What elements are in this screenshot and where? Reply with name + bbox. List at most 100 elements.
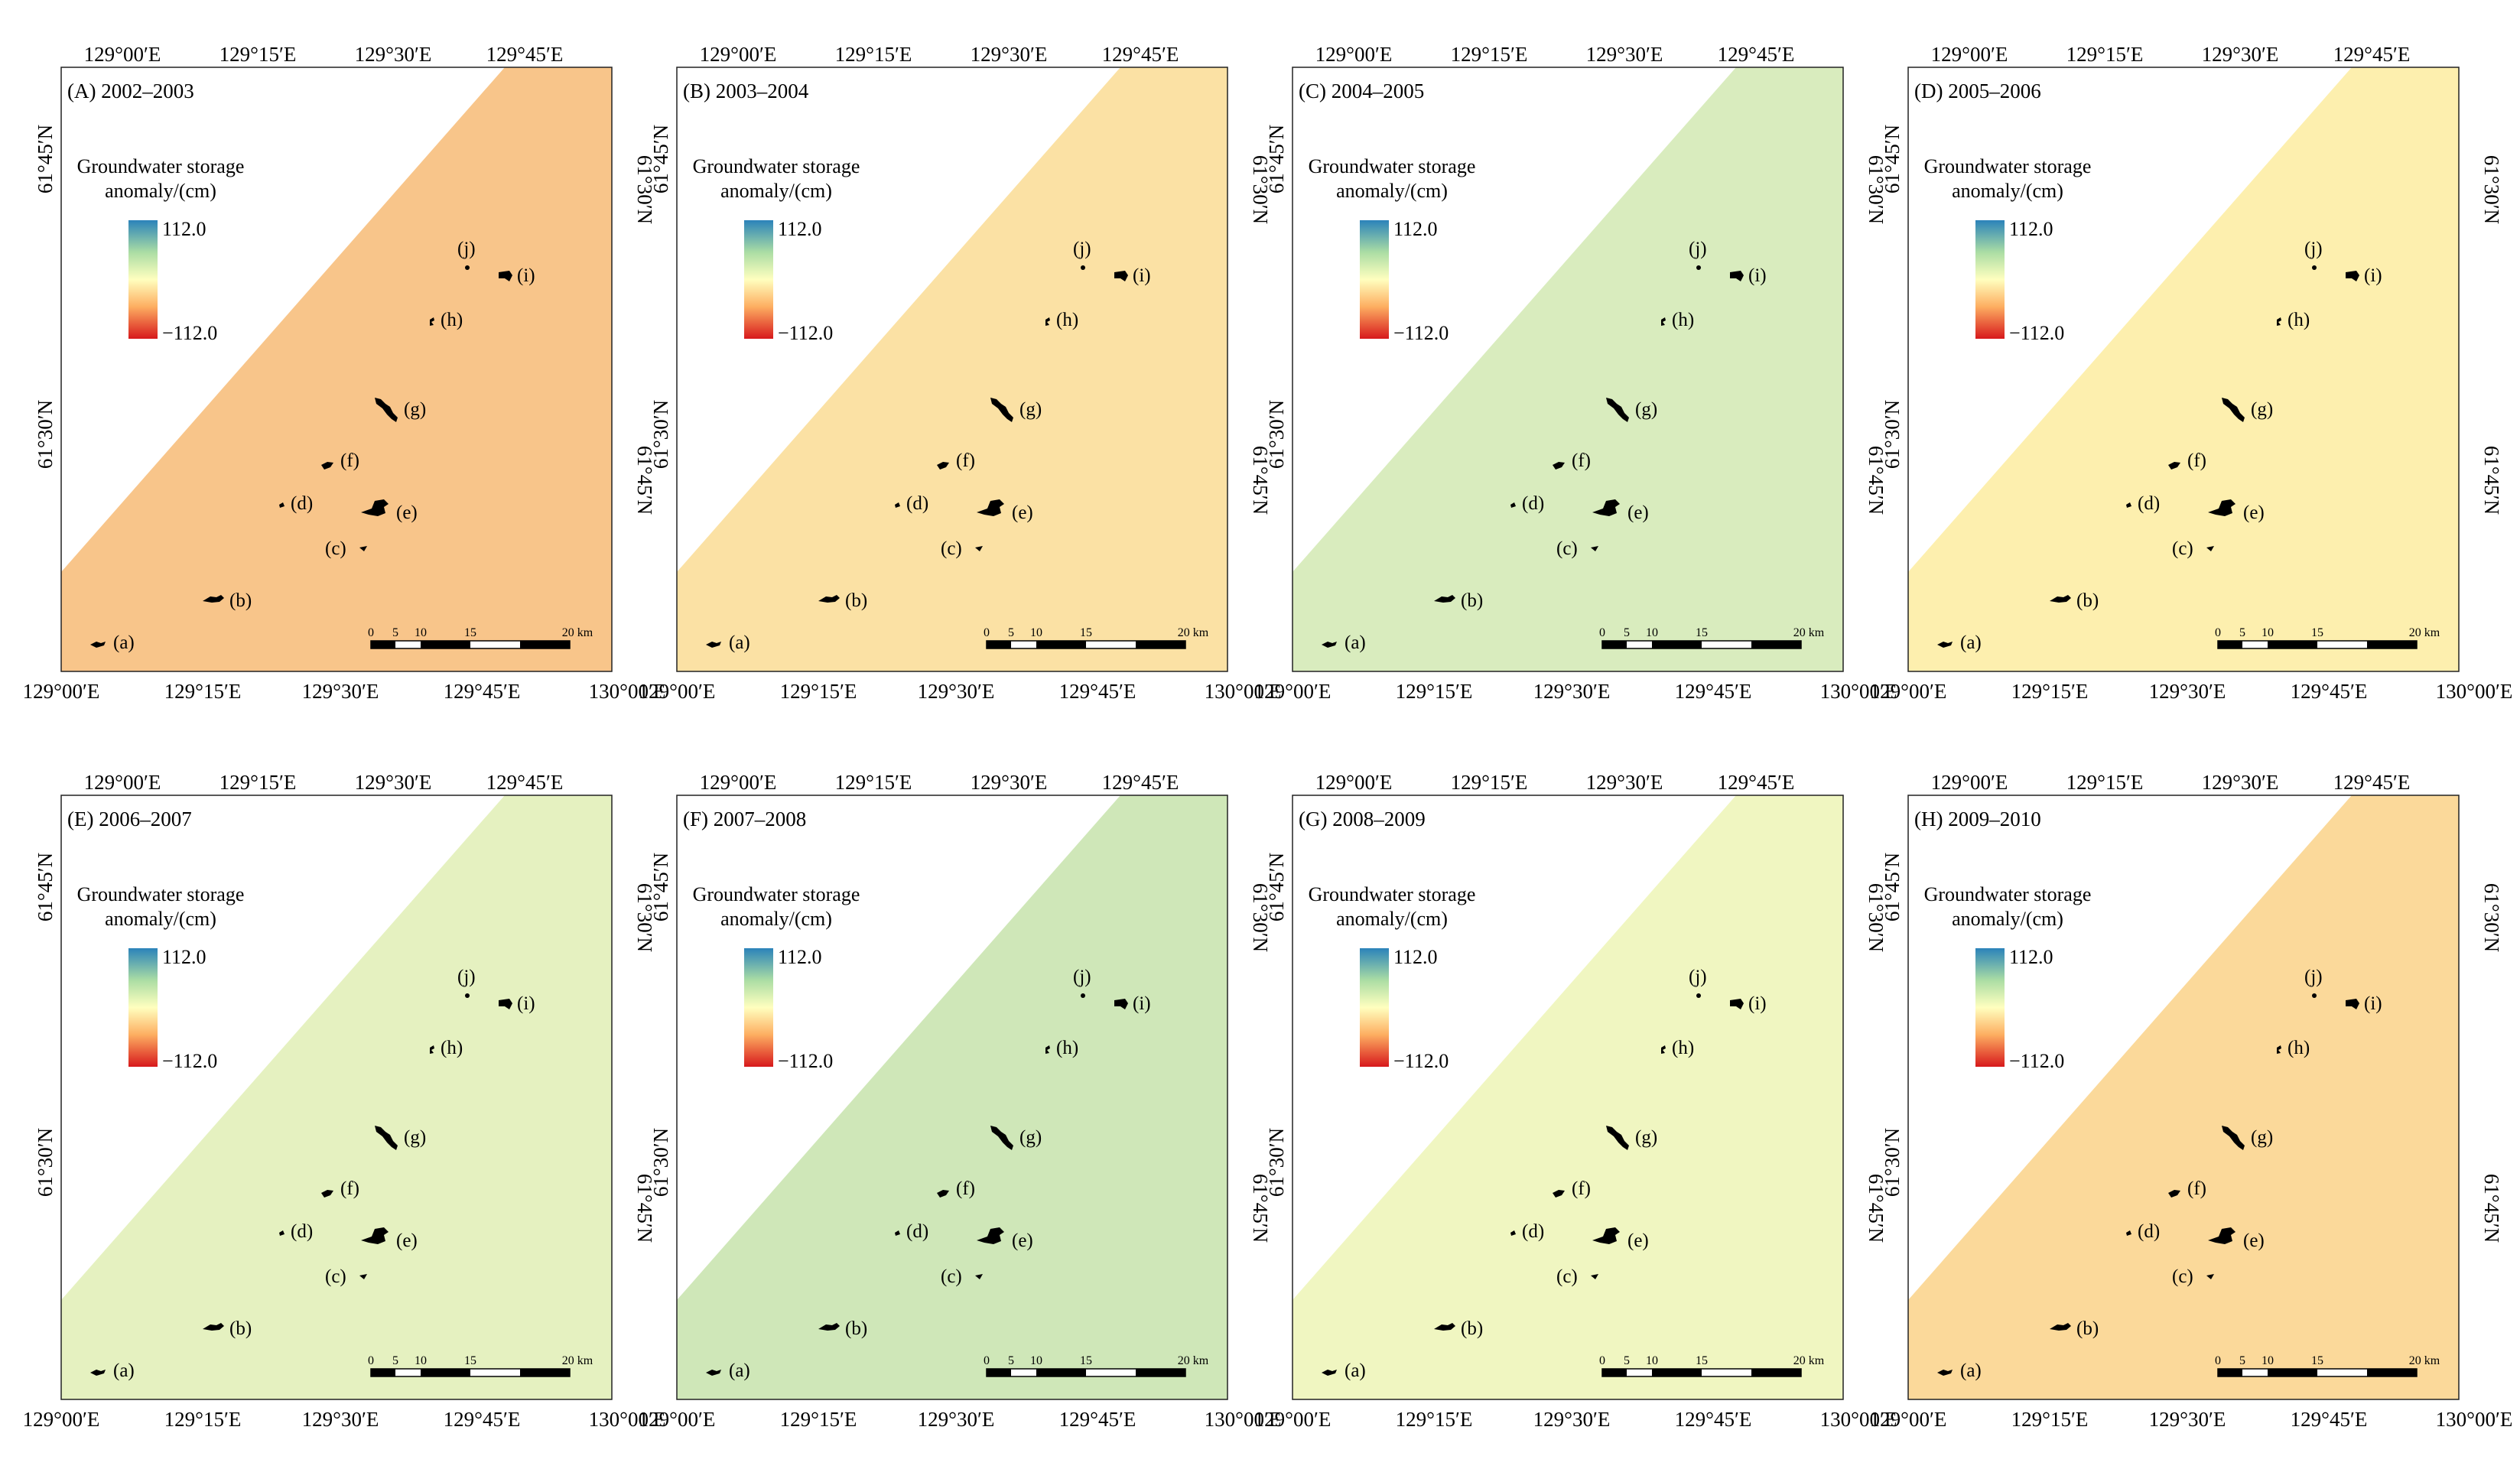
lake-i-shape [499, 271, 512, 281]
scale-bar-seg-1 [371, 641, 395, 648]
lake-c: (c) [325, 1266, 367, 1287]
scale-bar: 0 5 10 15 20 km [368, 1354, 593, 1377]
lake-g-shape [990, 1126, 1013, 1150]
bottom-axis-label-130-00: 130°00′E [589, 680, 666, 703]
lake-b-label: (b) [845, 1318, 867, 1339]
lake-d-shape [2126, 502, 2131, 508]
legend-title-line1: Groundwater storage [1309, 155, 1476, 177]
lake-j: (j) [2304, 239, 2323, 270]
lake-g: (g) [1606, 1126, 1657, 1150]
lake-c: (c) [1556, 1266, 1598, 1287]
map-frame-border [676, 67, 1228, 672]
lake-j-shape [1081, 265, 1085, 270]
lake-j-label: (j) [457, 967, 476, 987]
lake-b-shape [2050, 595, 2071, 603]
scale-label-15: 15 [2311, 626, 2323, 639]
lake-c-shape [359, 1274, 367, 1279]
lake-e-label: (e) [2243, 502, 2265, 523]
bottom-axis-label-129-00: 129°00′E [1870, 1408, 1947, 1431]
legend-title-line1: Groundwater storage [1924, 883, 2092, 905]
lake-a-label: (a) [729, 1360, 750, 1381]
lake-d-shape [279, 1230, 285, 1236]
bottom-axis-label-129-45: 129°45′E [444, 680, 521, 703]
bottom-axis-label-129-15: 129°15′E [1396, 1408, 1473, 1431]
bottom-axis-label-130-00: 130°00′E [1205, 1408, 1282, 1431]
scale-label-15: 15 [1080, 626, 1092, 639]
lake-g-label: (g) [404, 399, 426, 420]
panel-title: (E) 2006–2007 [67, 808, 192, 830]
lake-b-shape [818, 1323, 840, 1331]
lake-g: (g) [2222, 398, 2273, 422]
lake-j-label: (j) [2304, 239, 2323, 259]
scale-label-5: 5 [2239, 1354, 2245, 1367]
lake-h: (h) [430, 1038, 463, 1058]
right-axis-label-61-45: 61°45′N [633, 446, 656, 515]
lake-i-label: (i) [517, 265, 535, 286]
legend-title-line2: anomaly/(cm) [720, 180, 832, 202]
bottom-axis-label-129-30: 129°30′E [302, 1408, 379, 1431]
scale-bar-seg-3 [1751, 1369, 1801, 1376]
lake-h-label: (h) [1056, 1038, 1078, 1058]
left-axis-label-61-30: 61°30′N [1881, 1128, 1904, 1197]
lake-h-label: (h) [2288, 310, 2310, 330]
scale-label-5: 5 [1624, 1354, 1630, 1367]
lake-i-label: (i) [1133, 265, 1151, 286]
lake-a-label: (a) [1960, 1360, 1982, 1381]
lake-j: (j) [1689, 239, 1707, 270]
top-axis-label-129-45: 129°45′E [2333, 771, 2411, 794]
lake-j-shape [1081, 993, 1085, 998]
legend-max-label: 112.0 [1393, 946, 1438, 968]
lake-a: (a) [1322, 632, 1366, 653]
lake-c-label: (c) [2172, 538, 2193, 559]
left-axis-label-61-30: 61°30′N [1881, 400, 1904, 469]
scale-label-20km: 20 km [562, 626, 593, 639]
lake-h-label: (h) [1672, 310, 1694, 330]
lake-g-shape [1606, 1126, 1629, 1150]
lake-b: (b) [818, 1318, 867, 1339]
scale-bar-seg-1 [2218, 641, 2242, 648]
right-axis-label-61-45: 61°45′N [1249, 446, 1272, 515]
lake-b: (b) [2050, 590, 2099, 611]
lake-b-label: (b) [2076, 590, 2099, 611]
map-frame-border [1292, 795, 1844, 1400]
bottom-axis-label-130-00: 130°00′E [1820, 680, 1897, 703]
top-axis-label-129-45: 129°45′E [1718, 771, 1795, 794]
map-panel-h: (H) 2009–2010 129°00′E 129°15′E 129°30′E… [1870, 771, 2513, 1431]
scale-bar-seg-1 [1602, 1369, 1627, 1376]
lake-j-label: (j) [1073, 239, 1091, 259]
legend-max-label: 112.0 [778, 218, 822, 240]
scale-label-15: 15 [1696, 626, 1708, 639]
panel-title: (H) 2009–2010 [1914, 808, 2041, 830]
lake-d-label: (d) [1522, 493, 1544, 514]
lake-b-label: (b) [2076, 1318, 2099, 1339]
legend-color-ramp [1975, 948, 2005, 1067]
bottom-axis-label-129-30: 129°30′E [2149, 1408, 2226, 1431]
lake-c-label: (c) [1556, 1266, 1578, 1287]
scale-label-0: 0 [984, 626, 990, 639]
scale-bar-seg-2 [1036, 1369, 1086, 1376]
legend-max-label: 112.0 [162, 946, 206, 968]
top-axis-label-129-00: 129°00′E [84, 771, 161, 794]
right-axis-label-61-45: 61°45′N [1865, 446, 1888, 515]
scale-bar-seg-2 [1652, 641, 1702, 648]
legend-max-label: 112.0 [162, 218, 206, 240]
lake-e-shape [361, 1227, 389, 1244]
lake-b-label: (b) [845, 590, 867, 611]
right-axis-label-61-30: 61°30′N [1249, 155, 1272, 224]
lake-g-shape [375, 398, 398, 422]
scale-label-10: 10 [1646, 1354, 1658, 1367]
left-axis-label-61-30: 61°30′N [649, 400, 672, 469]
lake-h-shape [1661, 1045, 1666, 1054]
top-axis-label-129-30: 129°30′E [355, 771, 432, 794]
lake-f-shape [321, 462, 333, 470]
left-axis-label-61-45: 61°45′N [649, 125, 672, 193]
lake-c-label: (c) [941, 1266, 962, 1287]
bottom-axis-label-129-45: 129°45′E [1675, 680, 1752, 703]
lake-a-label: (a) [1345, 632, 1366, 653]
left-axis-label-61-30: 61°30′N [34, 1128, 57, 1197]
lake-g-label: (g) [1635, 1127, 1657, 1148]
lake-g: (g) [1606, 398, 1657, 422]
scale-label-0: 0 [2215, 626, 2221, 639]
lake-a-shape [706, 1370, 721, 1376]
top-axis-label-129-15: 129°15′E [219, 771, 297, 794]
